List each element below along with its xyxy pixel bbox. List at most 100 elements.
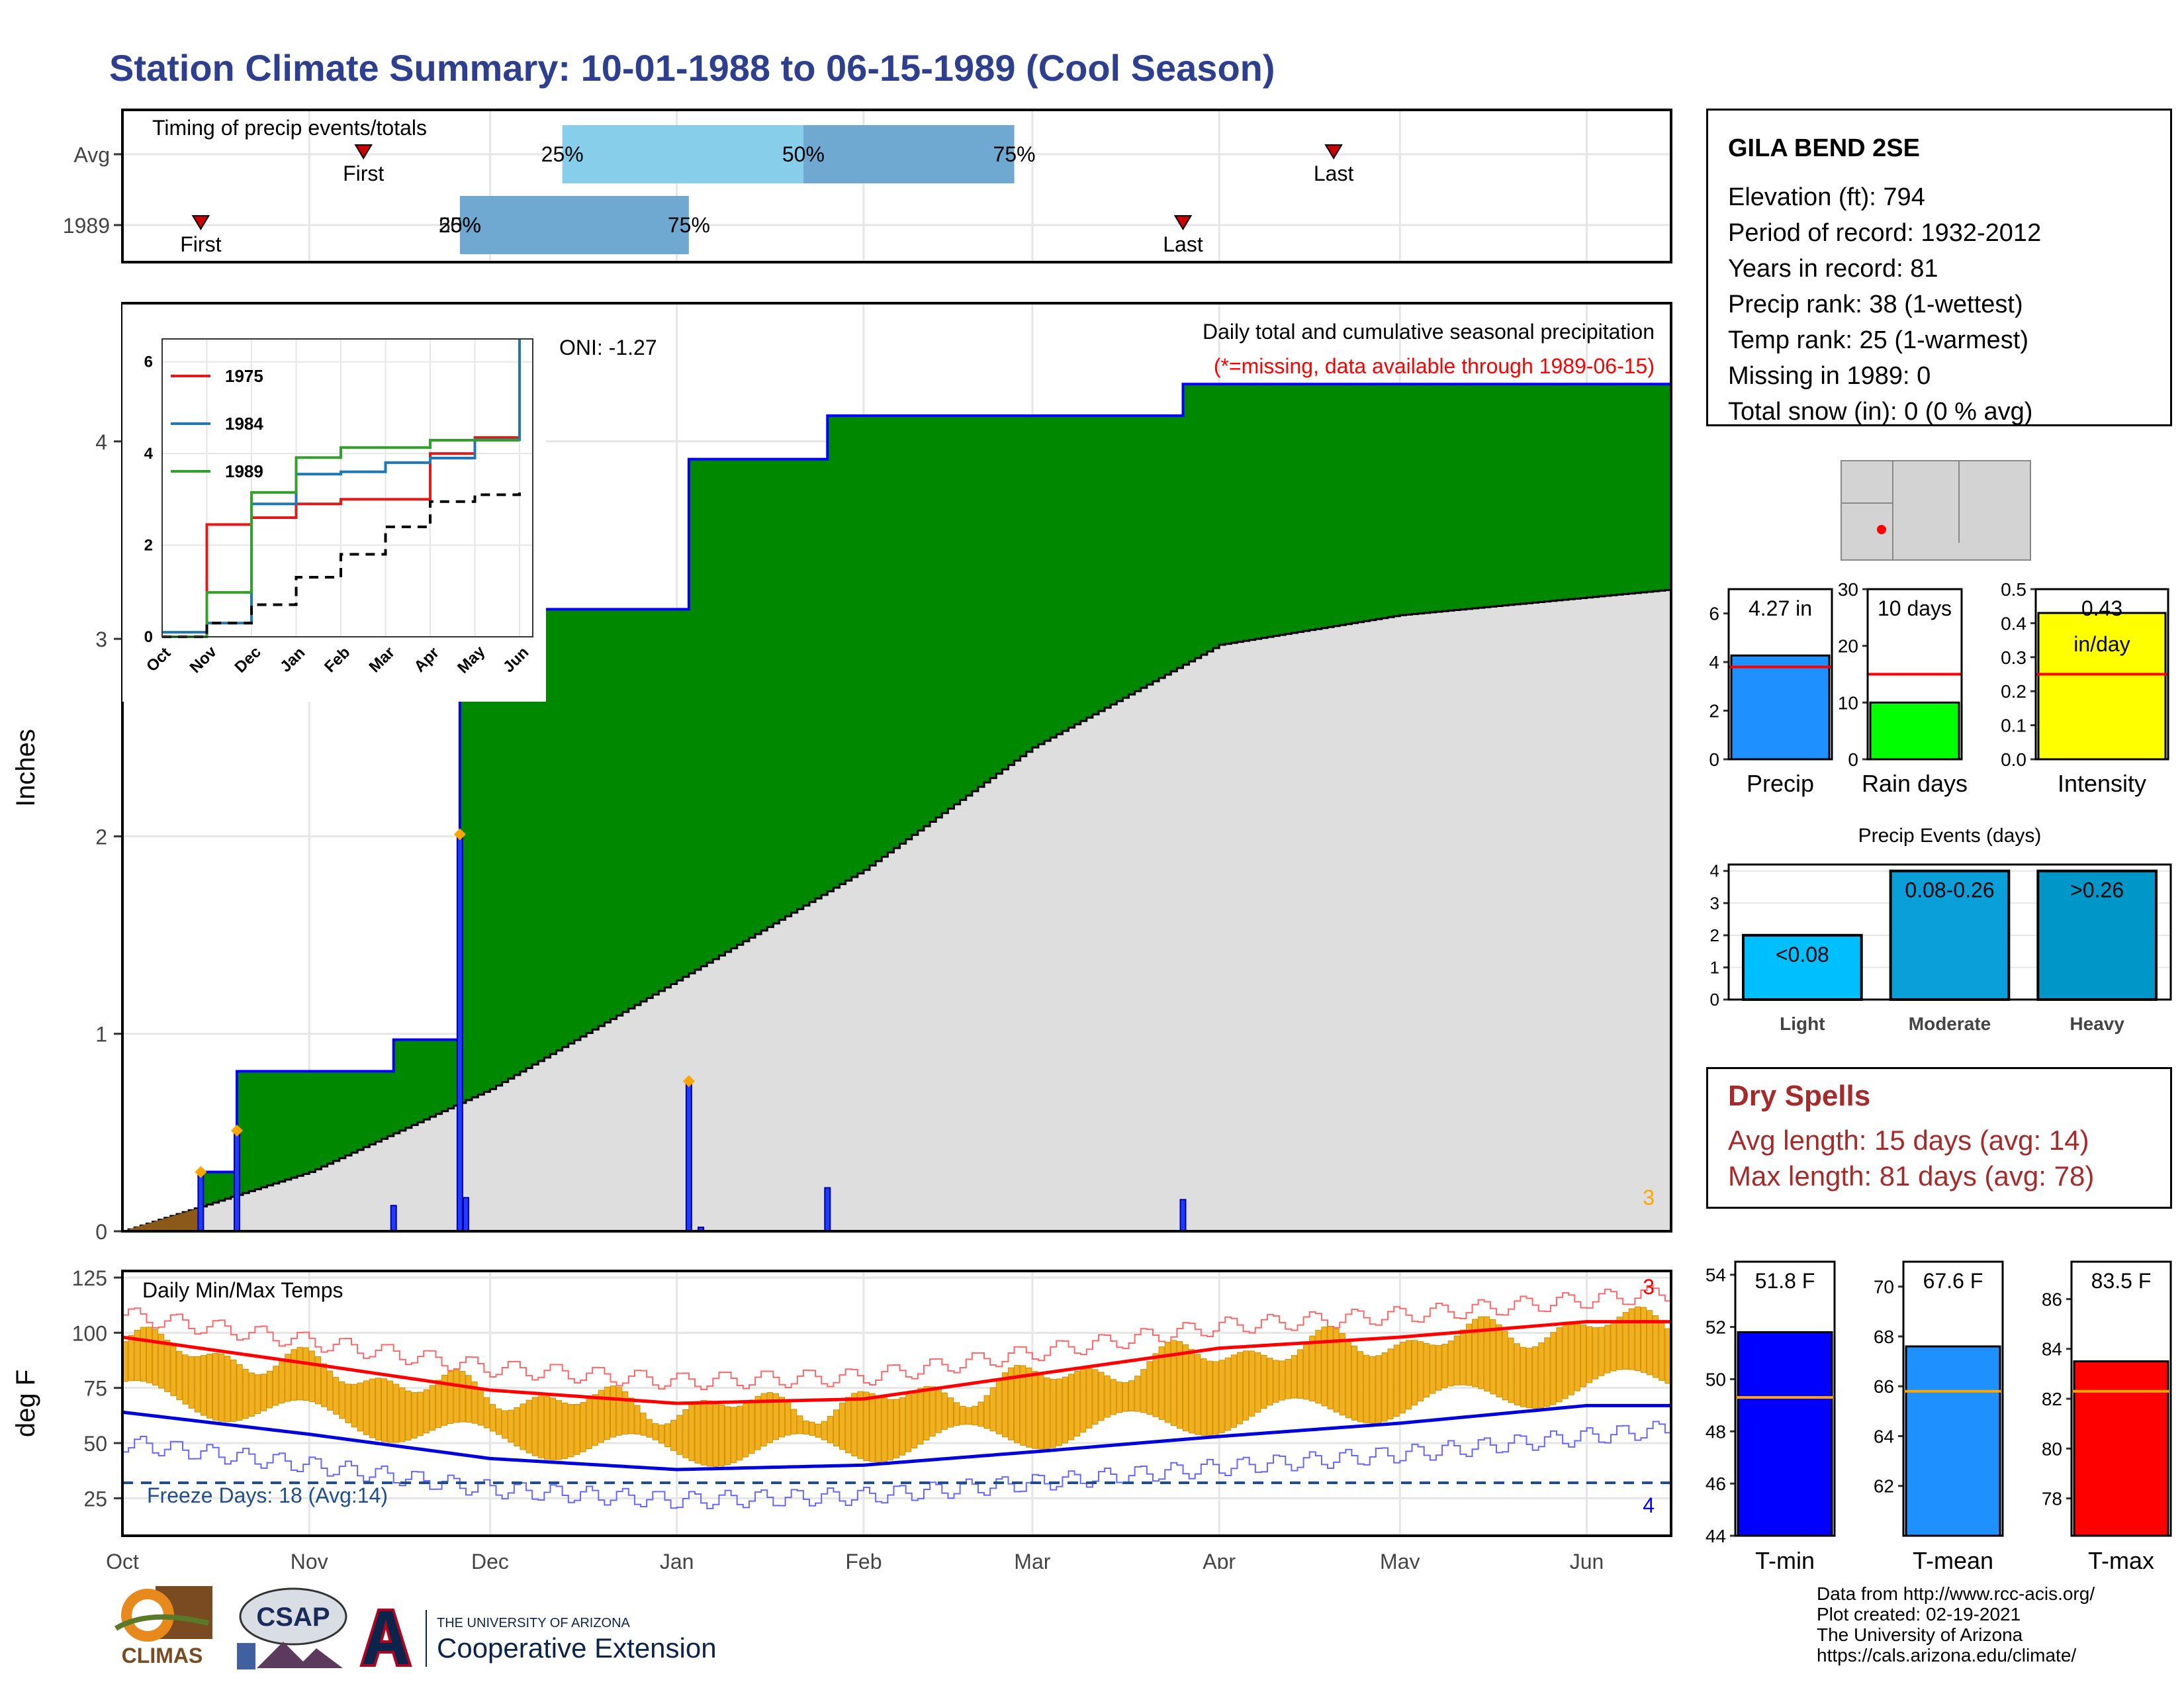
temp-summary-label: T-mean [1913, 1547, 1993, 1574]
daily-temp-bar [369, 1378, 375, 1438]
daily-temp-bar [158, 1334, 165, 1389]
climas-logo-ring [132, 1599, 163, 1631]
daily-temp-bar [640, 1413, 647, 1436]
oni-label: ONI: -1.27 [559, 336, 657, 359]
csap-logo-mountains [257, 1642, 343, 1668]
temp-summary-tick-label: 80 [2042, 1438, 2062, 1459]
daily-temp-bar [1622, 1312, 1629, 1370]
temp-panel-label: Daily Min/Max Temps [142, 1278, 343, 1302]
daily-temp-bar [1381, 1352, 1388, 1422]
timing-bar-avg [803, 125, 1015, 183]
daily-temp-bar [1122, 1382, 1129, 1412]
daily-temp-bar [947, 1397, 954, 1428]
daily-temp-bar [1664, 1328, 1671, 1384]
events-category-label: Moderate [1909, 1013, 1991, 1034]
daily-temp-bar [1092, 1369, 1099, 1425]
daily-temp-bar [809, 1421, 815, 1436]
temp-summary-tick-label: 68 [1874, 1327, 1894, 1347]
daily-temp-bar [658, 1425, 664, 1444]
daily-temp-bar [1430, 1344, 1436, 1394]
daily-temp-bar [1387, 1348, 1394, 1420]
daily-temp-bar [845, 1397, 852, 1454]
daily-temp-bar [1249, 1350, 1255, 1417]
precip-ytick-label: 2 [95, 825, 107, 849]
daily-temp-bar [568, 1404, 574, 1458]
daily-temp-bar [508, 1409, 514, 1443]
daily-temp-bar [1195, 1354, 1201, 1435]
dry-spells-box: Dry Spells Avg length: 15 days (avg: 14)… [1706, 1067, 2172, 1209]
daily-temp-bar [543, 1395, 550, 1460]
daily-temp-bar [351, 1383, 357, 1428]
inset-ytick-label: 6 [144, 353, 153, 371]
inset-ytick-label: 4 [144, 445, 154, 463]
temp-ytick-label: 125 [72, 1266, 107, 1290]
precip-deficit-area [122, 1207, 201, 1231]
events-category-label: Heavy [2070, 1013, 2124, 1034]
daily-temp-bar [381, 1378, 388, 1442]
daily-temp-bar [387, 1380, 394, 1443]
mini-bar-value: 0.43 [2081, 596, 2122, 620]
daily-temp-bar [1399, 1341, 1406, 1414]
daily-temp-bar [863, 1391, 870, 1461]
daily-temp-bar [1453, 1335, 1460, 1385]
daily-temp-bar [146, 1327, 153, 1383]
daily-temp-bar [308, 1350, 315, 1403]
temp-summary-label: T-min [1755, 1547, 1815, 1574]
events-tick-label: 3 [1710, 893, 1719, 913]
daily-temp-bar [441, 1374, 448, 1426]
precip-events-title: Precip Events (days) [1858, 825, 2042, 847]
daily-temp-bar [1140, 1369, 1147, 1413]
daily-temp-bar [520, 1403, 526, 1450]
daily-temp-bar [1574, 1323, 1580, 1391]
climas-logo-swoosh [114, 1614, 209, 1631]
cold-count: 4 [1643, 1493, 1655, 1517]
temp-summary-tick-label: 64 [1874, 1426, 1894, 1446]
mini-bar-label: Precip [1747, 770, 1814, 797]
mini-bar-tick-label: 6 [1709, 604, 1719, 624]
daily-temp-bar [1357, 1351, 1364, 1423]
temp-summary-tick-label: 70 [1874, 1277, 1894, 1297]
daily-temp-bar [899, 1397, 906, 1456]
temp-summary-tick-label: 52 [1706, 1317, 1726, 1338]
station-missing: Missing in 1989: 0 [1728, 362, 1931, 390]
daily-temp-bar [1273, 1360, 1279, 1403]
events-tick-label: 4 [1710, 861, 1719, 881]
temp-summary-value: 67.6 F [1923, 1269, 1983, 1293]
daily-temp-bar [1375, 1355, 1382, 1423]
temp-xtick-label: Jun [1570, 1550, 1604, 1569]
inset-chart: Oct Nov Dec Jan Feb Mar Apr May Jun0246197519841… [122, 305, 546, 702]
daily-temp-bar [363, 1380, 369, 1435]
daily-temp-bar [502, 1410, 508, 1439]
daily-temp-bar [960, 1405, 966, 1425]
daily-temp-bar [242, 1368, 249, 1419]
mini-bar-tick-label: 0.4 [2001, 613, 2026, 633]
climas-logo: CLIMAS [114, 1586, 212, 1667]
precip-ytick-label: 0 [95, 1220, 107, 1244]
temp-summary-chart: 62 64 66 68 70 67.6 F T-mean [1874, 1260, 2004, 1574]
daily-temp-bar [405, 1390, 412, 1441]
daily-temp-bar [1598, 1327, 1605, 1376]
daily-temp-bar [1327, 1326, 1334, 1409]
daily-temp-bar [1110, 1379, 1116, 1415]
daily-temp-bar [423, 1389, 430, 1434]
daily-temp-bar [743, 1403, 749, 1458]
daily-temp-bar [1261, 1354, 1267, 1409]
daily-temp-bar [429, 1385, 435, 1431]
timing-marker-label: First [180, 232, 221, 256]
precip-panel: 0 1 2 3 4 Daily total and cumulative seasonal… [11, 302, 1672, 1244]
temp-summary-frame [2070, 1260, 2172, 1537]
daily-temp-bar [1538, 1342, 1545, 1409]
daily-temp-bar [803, 1420, 809, 1434]
ua-logo-bottom-text: Cooperative Extension [437, 1632, 717, 1664]
timing-pct-label: 25% [541, 142, 584, 166]
daily-temp-bar [1592, 1327, 1599, 1380]
daily-precip-bar [462, 1197, 469, 1232]
mini-bar-tick-label: 10 [1838, 692, 1858, 713]
daily-temp-bar [1586, 1326, 1593, 1383]
daily-temp-bar [1580, 1325, 1587, 1387]
daily-temp-bar [525, 1399, 532, 1454]
csap-logo-cloud [239, 1587, 347, 1646]
daily-temp-bar [1152, 1353, 1159, 1417]
ua-logo-mark: THE UNIVERSITY OF ARIZONA Cooperative Ex… [357, 1607, 717, 1668]
